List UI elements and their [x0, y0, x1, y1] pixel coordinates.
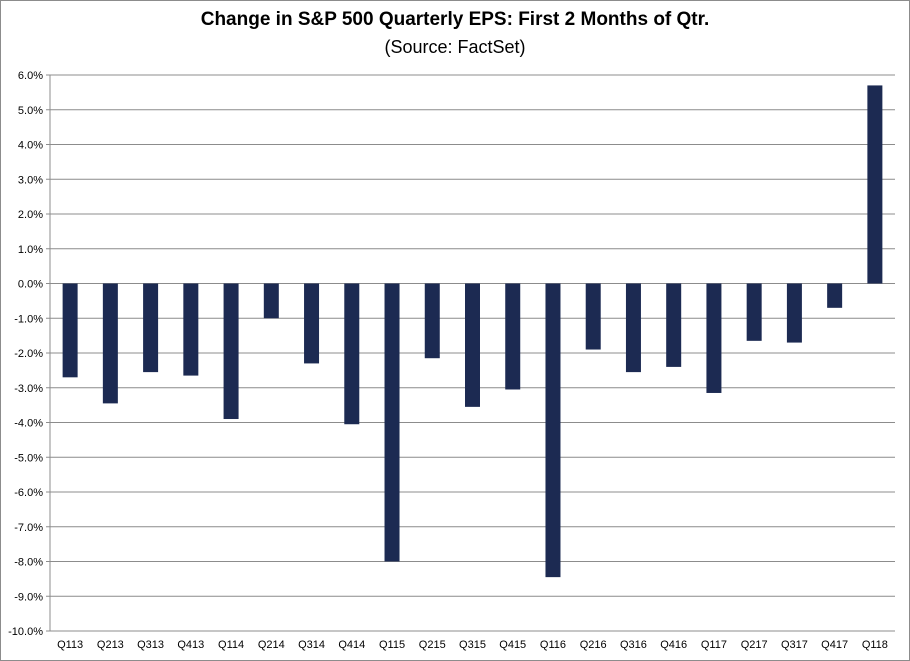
bar-q113 [62, 283, 78, 378]
x-tick-label: Q417 [821, 639, 848, 651]
bar-q416 [666, 283, 682, 367]
y-tick-label: 6.0% [18, 70, 43, 82]
x-tick-label: Q414 [338, 639, 365, 651]
y-tick-label: -3.0% [14, 383, 43, 395]
x-tick-label: Q117 [701, 639, 727, 651]
bars [62, 85, 883, 578]
bar-q116 [545, 283, 561, 578]
y-tick-label: 3.0% [18, 174, 43, 186]
x-tick-label: Q316 [620, 639, 647, 651]
bar-q216 [585, 283, 601, 350]
x-tick-label: Q217 [741, 639, 768, 651]
bar-q317 [786, 283, 802, 343]
x-tick-label: Q113 [57, 639, 83, 651]
x-tick-label: Q314 [298, 639, 325, 651]
bar-q114 [223, 283, 239, 420]
y-tick-label: 1.0% [18, 244, 43, 256]
bar-q417 [827, 283, 843, 308]
y-tick-label: 2.0% [18, 209, 43, 221]
x-tick-label: Q415 [499, 639, 526, 651]
x-tick-label: Q115 [379, 639, 405, 651]
bar-q213 [102, 283, 118, 404]
y-tick-label: 5.0% [18, 105, 43, 117]
y-axis: 6.0% 5.0% 4.0% 3.0% 2.0% 1.0% 0.0% -1.0% -2.0% -3… [8, 70, 43, 638]
bar-q314 [304, 283, 320, 364]
x-tick-label: Q413 [177, 639, 204, 651]
bar-q118 [867, 85, 883, 284]
bar-q313 [143, 283, 159, 373]
chart-title: Change in S&P 500 Quarterly EPS: First 2… [200, 9, 710, 30]
bar-q414 [344, 283, 360, 425]
x-tick-label: Q118 [862, 639, 888, 651]
y-tick-label: -10.0% [8, 626, 43, 638]
bar-q413 [183, 283, 199, 376]
y-tick-label: -6.0% [14, 487, 43, 499]
y-tick-label: -9.0% [14, 591, 43, 603]
bar-q215 [424, 283, 440, 359]
x-tick-label: Q114 [218, 639, 244, 651]
x-tick-label: Q214 [258, 639, 285, 651]
x-tick-label: Q317 [781, 639, 808, 651]
x-axis: Q113 Q213 Q313 Q413 Q114 Q214 Q314 Q414 Q115 Q215… [57, 639, 888, 651]
bar-q217 [746, 283, 762, 341]
y-tick-label: -1.0% [14, 313, 43, 325]
bar-q415 [505, 283, 521, 390]
y-tick-label: -8.0% [14, 557, 43, 569]
x-tick-label: Q416 [660, 639, 687, 651]
bar-q214 [263, 283, 279, 319]
x-tick-label: Q315 [459, 639, 486, 651]
bar-q315 [465, 283, 480, 407]
bar-q316 [625, 283, 641, 373]
x-tick-label: Q215 [419, 639, 446, 651]
x-tick-label: Q116 [540, 639, 566, 651]
y-tick-label: -7.0% [14, 522, 43, 534]
y-tick-label: -4.0% [14, 418, 43, 430]
y-tick-label: 4.0% [18, 140, 43, 152]
x-tick-label: Q213 [97, 639, 124, 651]
x-tick-label: Q313 [137, 639, 164, 651]
y-tick-label: 0.0% [18, 279, 43, 291]
x-tick-label: Q216 [580, 639, 607, 651]
bar-q115 [384, 283, 400, 562]
y-tick-label: -2.0% [14, 348, 43, 360]
y-tick-label: -5.0% [14, 452, 43, 464]
bar-q117 [706, 283, 722, 393]
chart-subtitle: (Source: FactSet) [384, 37, 526, 57]
